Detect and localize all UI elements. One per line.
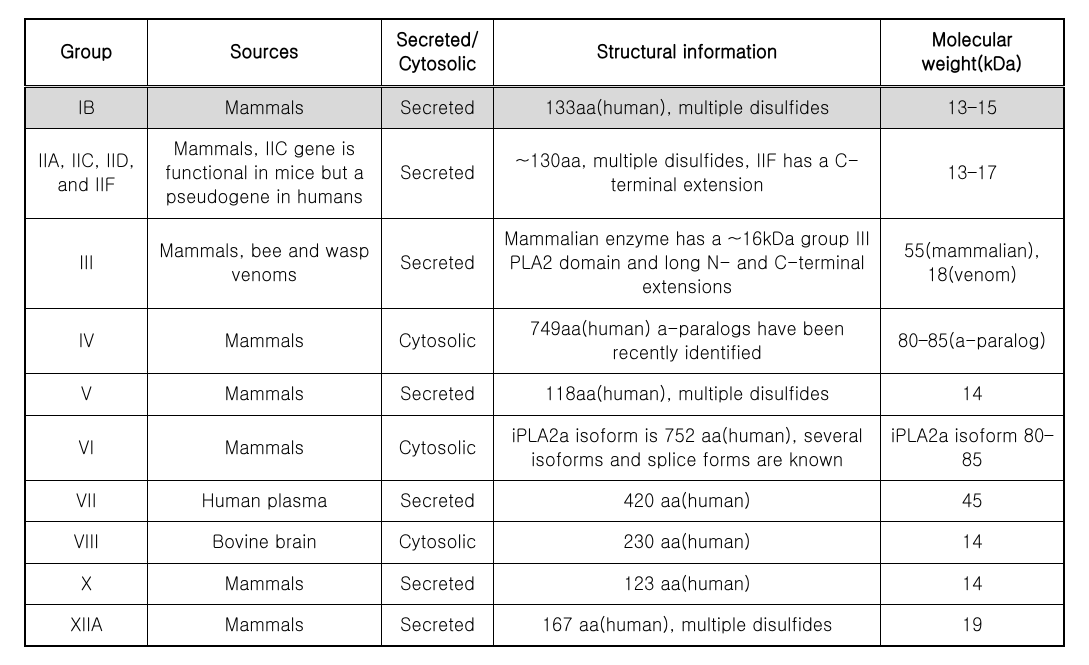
cell-sources: Mammals xyxy=(147,605,381,647)
cell-group: VI xyxy=(25,415,147,481)
table-row: IV Mammals Cytosolic 749aa(human) a-para… xyxy=(25,308,1064,374)
cell-secreted: Cytosolic xyxy=(382,415,494,481)
cell-structural: 420 aa(human) xyxy=(494,481,881,522)
cell-group: X xyxy=(25,563,147,604)
cell-sources: Bovine brain xyxy=(147,522,381,563)
cell-sources: Mammals xyxy=(147,563,381,604)
cell-sources: Mammals xyxy=(147,374,381,415)
cell-structural: 230 aa(human) xyxy=(494,522,881,563)
table-row: XIIA Mammals Secreted 167 aa(human), mul… xyxy=(25,605,1064,647)
table-header-row: Group Sources Secreted/ Cytosolic Struct… xyxy=(25,19,1064,86)
cell-structural: 749aa(human) a-paralogs have been recent… xyxy=(494,308,881,374)
table-row: X Mammals Secreted 123 aa(human) 14 xyxy=(25,563,1064,604)
col-header-secreted: Secreted/ Cytosolic xyxy=(382,19,494,86)
pla2-table: Group Sources Secreted/ Cytosolic Struct… xyxy=(24,18,1065,647)
cell-secreted: Secreted xyxy=(382,128,494,218)
table-row: VIII Bovine brain Cytosolic 230 aa(human… xyxy=(25,522,1064,563)
cell-group: VIII xyxy=(25,522,147,563)
cell-secreted: Secreted xyxy=(382,481,494,522)
table-row: IB Mammals Secreted 133aa(human), multip… xyxy=(25,86,1064,128)
cell-molwt: 13–15 xyxy=(881,86,1064,128)
table-row: VI Mammals Cytosolic iPLA2a isoform is 7… xyxy=(25,415,1064,481)
cell-structural: Mammalian enzyme has a ~16kDa group III … xyxy=(494,218,881,308)
cell-group: IV xyxy=(25,308,147,374)
cell-group: XIIA xyxy=(25,605,147,647)
table-row: IIA, IIC, IID, and IIF Mammals, IIC gene… xyxy=(25,128,1064,218)
table-container: Group Sources Secreted/ Cytosolic Struct… xyxy=(0,0,1089,665)
col-header-sources: Sources xyxy=(147,19,381,86)
cell-molwt: 14 xyxy=(881,374,1064,415)
table-row: III Mammals, bee and wasp venoms Secrete… xyxy=(25,218,1064,308)
cell-sources: Mammals xyxy=(147,86,381,128)
cell-molwt: 80–85(a-paralog) xyxy=(881,308,1064,374)
cell-structural: 118aa(human), multiple disulfides xyxy=(494,374,881,415)
cell-structural: iPLA2a isoform is 752 aa(human), several… xyxy=(494,415,881,481)
cell-structural: 123 aa(human) xyxy=(494,563,881,604)
cell-molwt: 55(mammalian), 18(venom) xyxy=(881,218,1064,308)
cell-structural: ~130aa, multiple disulfides, IIF has a C… xyxy=(494,128,881,218)
cell-secreted: Secreted xyxy=(382,86,494,128)
cell-sources: Mammals xyxy=(147,415,381,481)
cell-secreted: Secreted xyxy=(382,218,494,308)
col-header-structural: Structural information xyxy=(494,19,881,86)
table-body: IB Mammals Secreted 133aa(human), multip… xyxy=(25,86,1064,646)
cell-group: IIA, IIC, IID, and IIF xyxy=(25,128,147,218)
col-header-group: Group xyxy=(25,19,147,86)
cell-sources: Mammals xyxy=(147,308,381,374)
cell-group: V xyxy=(25,374,147,415)
cell-sources: Human plasma xyxy=(147,481,381,522)
cell-secreted: Secreted xyxy=(382,605,494,647)
table-row: VII Human plasma Secreted 420 aa(human) … xyxy=(25,481,1064,522)
cell-sources: Mammals, bee and wasp venoms xyxy=(147,218,381,308)
cell-molwt: 14 xyxy=(881,563,1064,604)
cell-secreted: Secreted xyxy=(382,374,494,415)
cell-molwt: 19 xyxy=(881,605,1064,647)
cell-group: III xyxy=(25,218,147,308)
cell-molwt: iPLA2a isoform 80–85 xyxy=(881,415,1064,481)
cell-secreted: Cytosolic xyxy=(382,308,494,374)
cell-structural: 133aa(human), multiple disulfides xyxy=(494,86,881,128)
cell-molwt: 13–17 xyxy=(881,128,1064,218)
cell-group: VII xyxy=(25,481,147,522)
col-header-molwt: Molecular weight(kDa) xyxy=(881,19,1064,86)
cell-secreted: Secreted xyxy=(382,563,494,604)
cell-structural: 167 aa(human), multiple disulfides xyxy=(494,605,881,647)
cell-group: IB xyxy=(25,86,147,128)
table-row: V Mammals Secreted 118aa(human), multipl… xyxy=(25,374,1064,415)
cell-molwt: 14 xyxy=(881,522,1064,563)
cell-sources: Mammals, IIC gene is functional in mice … xyxy=(147,128,381,218)
cell-molwt: 45 xyxy=(881,481,1064,522)
cell-secreted: Cytosolic xyxy=(382,522,494,563)
